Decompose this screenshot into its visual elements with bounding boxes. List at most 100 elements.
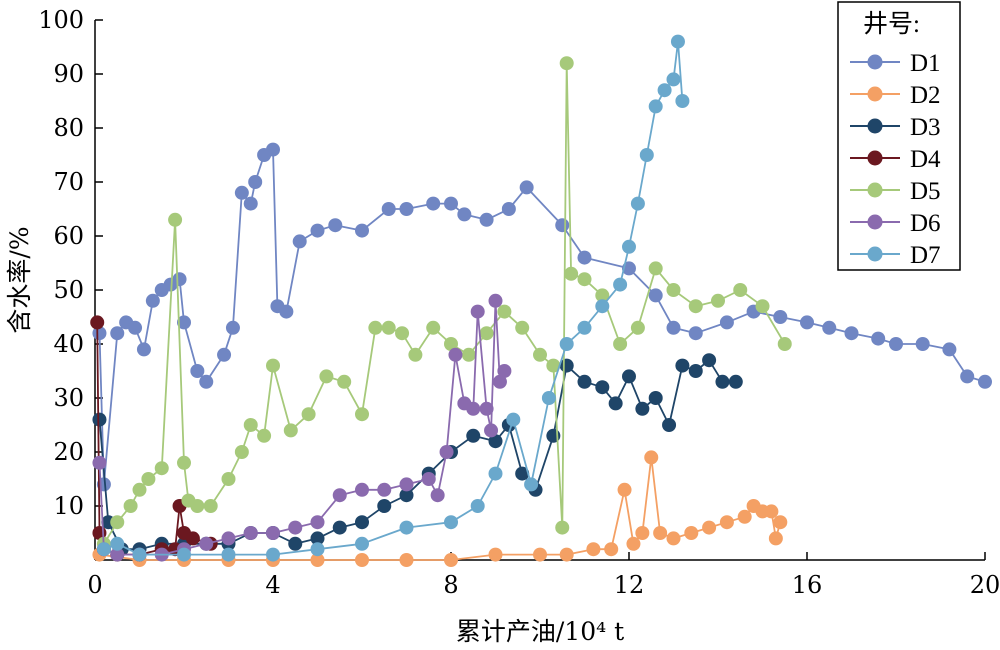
data-point-d1 (328, 218, 343, 233)
y-tick-label: 20 (53, 438, 84, 466)
data-point-d7 (96, 542, 111, 557)
data-point-d5 (368, 320, 383, 335)
series-line-d7 (103, 40, 684, 556)
data-point-d7 (310, 542, 325, 557)
data-point-d7 (488, 466, 503, 481)
data-point-d1 (172, 272, 187, 287)
data-point-d5 (319, 369, 334, 384)
data-point-d5 (177, 455, 191, 470)
x-tick-label: 0 (87, 571, 102, 599)
data-point-d3 (332, 520, 347, 535)
data-point-d7 (444, 515, 458, 530)
data-point-d5 (559, 56, 574, 71)
data-point-d6 (497, 364, 512, 378)
series-line-d6 (98, 299, 506, 556)
legend-label: D3 (910, 114, 941, 141)
legend-title: 井号: (863, 10, 920, 38)
y-axis-title: 含水率/% (5, 226, 34, 333)
data-point-d7 (675, 94, 690, 108)
data-point-d6 (479, 401, 494, 416)
data-point-d1 (145, 293, 160, 308)
data-point-d6 (377, 482, 392, 497)
data-point-d3 (648, 391, 663, 405)
data-point-d1 (444, 196, 458, 211)
legend-label: D5 (910, 178, 941, 205)
y-tick-label: 100 (38, 6, 84, 34)
legend-swatch-marker (867, 246, 883, 262)
legend-label: D6 (910, 210, 941, 237)
data-point-d3 (488, 434, 503, 449)
data-point-d7 (177, 547, 191, 562)
data-point-d5 (577, 272, 592, 287)
data-point-d5 (283, 423, 298, 438)
data-point-d7 (648, 99, 663, 114)
data-point-d5 (497, 304, 512, 319)
data-point-d1 (978, 374, 992, 389)
data-point-d5 (190, 499, 205, 513)
legend-label: D7 (910, 242, 941, 269)
y-tick-label: 60 (53, 222, 84, 250)
data-point-d1 (889, 337, 903, 351)
data-point-d1 (199, 374, 214, 389)
data-point-d6 (421, 472, 436, 486)
data-point-d6 (221, 531, 236, 546)
data-point-d5 (266, 358, 280, 373)
data-point-d5 (533, 347, 547, 362)
data-point-d1 (648, 288, 663, 303)
data-point-d1 (666, 320, 681, 335)
data-point-d3 (622, 369, 636, 384)
data-point-d5 (381, 320, 396, 335)
data-point-d2 (399, 553, 414, 567)
data-point-d2 (719, 515, 734, 530)
data-point-d6 (470, 304, 485, 319)
data-point-d5 (564, 266, 579, 281)
data-point-d5 (444, 337, 458, 351)
data-point-d5 (688, 299, 703, 314)
data-point-d5 (546, 358, 561, 373)
data-point-d3 (715, 374, 730, 389)
data-point-d5 (221, 472, 236, 486)
data-point-d5 (257, 428, 272, 443)
data-point-d2 (559, 547, 574, 562)
data-point-d2 (533, 547, 547, 562)
data-point-d1 (555, 218, 570, 233)
data-point-d7 (355, 536, 369, 551)
data-point-d6 (439, 445, 454, 459)
data-point-d5 (110, 515, 125, 530)
data-point-d5 (234, 445, 249, 459)
data-point-d5 (408, 347, 423, 362)
data-point-d1 (822, 320, 837, 335)
data-point-d7 (657, 83, 672, 98)
data-point-d7 (541, 391, 556, 405)
data-point-d7 (577, 320, 592, 335)
data-point-d7 (132, 547, 147, 562)
data-point-d1 (719, 315, 734, 330)
data-point-d5 (132, 482, 147, 497)
data-point-d1 (519, 180, 534, 195)
y-tick-label: 70 (53, 168, 84, 196)
legend: 井号: D1 D2 D3 D4 D5 D6 D7 (837, 1, 961, 271)
data-point-d1 (844, 326, 859, 341)
data-point-d3 (577, 374, 592, 389)
data-point-d7 (221, 547, 236, 562)
data-point-d6 (484, 423, 499, 438)
data-point-d3 (662, 418, 677, 432)
data-point-d1 (773, 310, 788, 324)
data-point-d6 (110, 547, 125, 562)
legend-label: D4 (910, 146, 941, 173)
data-point-d5 (479, 326, 494, 341)
data-point-d7 (595, 299, 610, 314)
data-point-d1 (190, 364, 205, 378)
data-point-d1 (871, 331, 886, 346)
y-tick-label: 40 (53, 330, 84, 358)
data-point-d5 (203, 499, 218, 513)
data-point-d4 (185, 531, 200, 546)
data-point-d5 (301, 407, 316, 422)
data-point-d6 (243, 526, 258, 540)
data-point-d6 (466, 401, 481, 416)
data-point-d7 (506, 412, 521, 427)
data-point-d4 (90, 315, 105, 330)
data-point-d6 (288, 520, 303, 535)
data-point-d2 (644, 450, 659, 465)
